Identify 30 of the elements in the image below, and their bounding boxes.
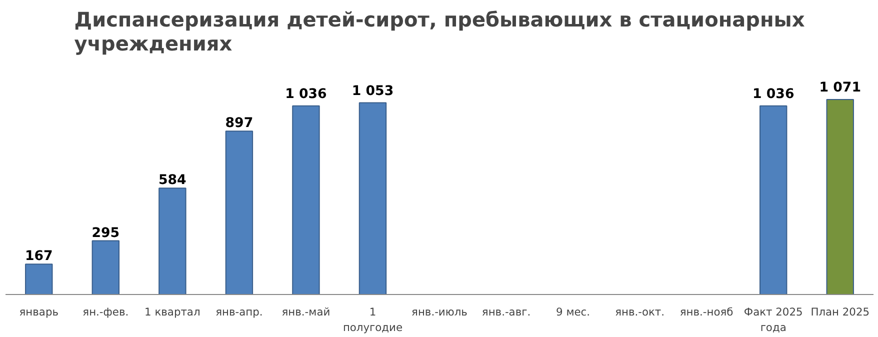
x-tick-label: План 2025 bbox=[810, 306, 870, 318]
data-label: 1 036 bbox=[285, 86, 327, 102]
bar bbox=[92, 240, 120, 294]
x-tick-label: янв-апр. bbox=[216, 306, 263, 318]
data-label: 897 bbox=[225, 116, 254, 132]
chart-title: Диспансеризация детей-сирот, пребывающих в стационарных учреждениях bbox=[74, 8, 805, 56]
data-label: 167 bbox=[24, 249, 53, 264]
bar bbox=[158, 188, 186, 294]
bar bbox=[826, 99, 854, 294]
bar bbox=[25, 264, 53, 294]
x-tick-label: янв.-авг. bbox=[482, 306, 531, 318]
data-label: 584 bbox=[158, 173, 186, 188]
x-tick-label: 1 квартал bbox=[144, 306, 200, 318]
bar bbox=[225, 130, 254, 294]
x-tick-label: январь bbox=[19, 306, 59, 318]
x-tick-label: янв.-окт. bbox=[615, 306, 665, 318]
x-tick-label: 1 полугодие bbox=[342, 306, 403, 334]
bar bbox=[292, 105, 320, 294]
x-tick-label: 9 мес. bbox=[556, 306, 590, 318]
data-label: 295 bbox=[92, 226, 120, 241]
bar bbox=[759, 105, 788, 294]
bar bbox=[358, 102, 387, 294]
x-tick-label: янв.-июль bbox=[412, 306, 468, 318]
data-label: 1 071 bbox=[819, 80, 861, 96]
data-label: 1 053 bbox=[352, 84, 394, 99]
x-tick-label: янв.-май bbox=[282, 306, 330, 318]
data-label: 1 036 bbox=[752, 86, 794, 102]
x-tick-label: янв.-нояб bbox=[680, 306, 734, 318]
x-tick-label: Факт 2025 года bbox=[744, 306, 803, 334]
x-tick-label: ян.-фев. bbox=[82, 306, 129, 318]
